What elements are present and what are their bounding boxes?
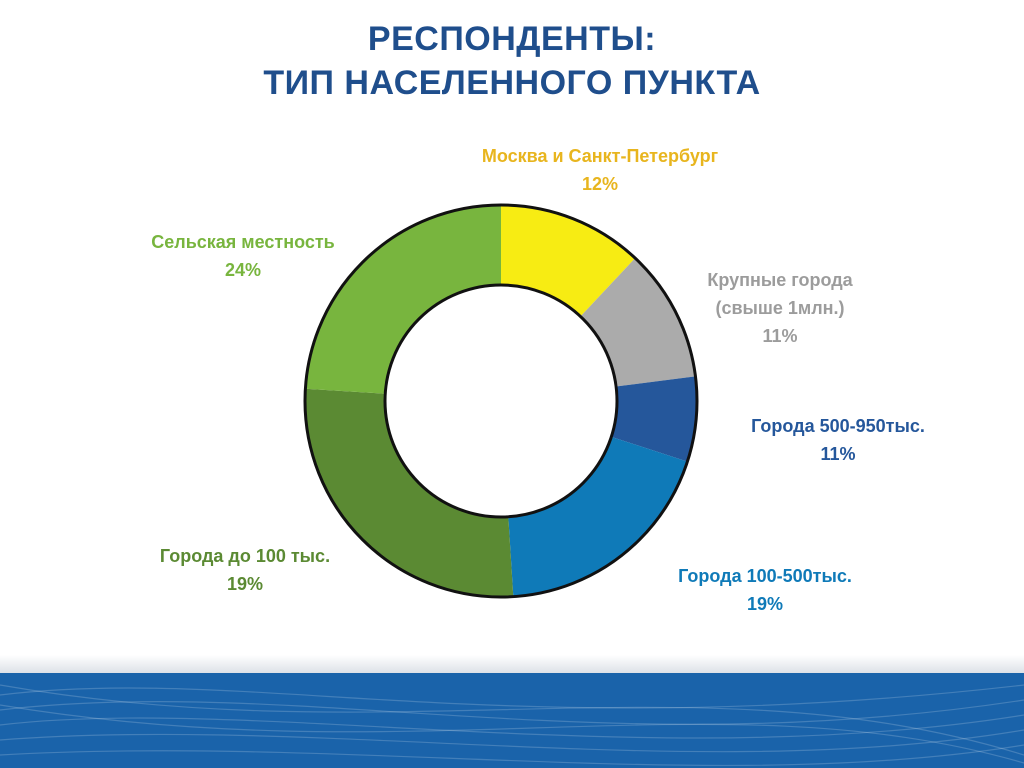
footer-band	[0, 655, 1024, 768]
donut-slice-3	[508, 436, 688, 597]
slice-label-towns-under-100: Города до 100 тыс. 19%	[120, 542, 370, 598]
chart-title-line2: ТИП НАСЕЛЕННОГО ПУНКТА	[263, 64, 761, 102]
donut-slice-5	[305, 205, 501, 394]
donut-outer-outline	[303, 203, 699, 599]
slice-label-text: Москва и Санкт-Петербург	[481, 146, 719, 166]
slice-percent: 12%	[581, 174, 619, 194]
donut-slice-1	[580, 258, 696, 387]
slice-percent: 11%	[820, 444, 856, 464]
donut-slice-2	[611, 376, 697, 462]
slice-label-cities-500-950: Города 500-950тыс. 11%	[713, 412, 963, 468]
chart-title-line1: РЕСПОНДЕНТЫ:	[367, 20, 657, 58]
slice-label-cities-100-500: Города 100-500тыс. 19%	[645, 562, 885, 618]
slice-percent: 19%	[226, 574, 264, 594]
slice-label-moscow-spb: Москва и Санкт-Петербург 12%	[440, 142, 760, 198]
slice-label-text: Города до 100 тыс.	[159, 546, 331, 566]
slice-label-text: Крупные города	[707, 270, 853, 290]
slice-label-text: Города 100-500тыс.	[678, 566, 852, 586]
slice-label-large-cities: Крупные города (свыше 1млн.) 11%	[680, 266, 880, 350]
donut-slice-4	[305, 388, 514, 597]
slice-percent: 11%	[762, 326, 798, 346]
slice-percent: 19%	[746, 594, 784, 614]
slice-label-text: (свыше 1млн.)	[715, 298, 845, 318]
slice-percent: 24%	[224, 260, 262, 280]
slice-label-text: Сельская местность	[151, 232, 335, 252]
slice-label-text: Города 500-950тыс.	[751, 416, 925, 436]
donut-hole	[383, 283, 619, 519]
slice-label-rural: Сельская местность 24%	[118, 228, 368, 284]
